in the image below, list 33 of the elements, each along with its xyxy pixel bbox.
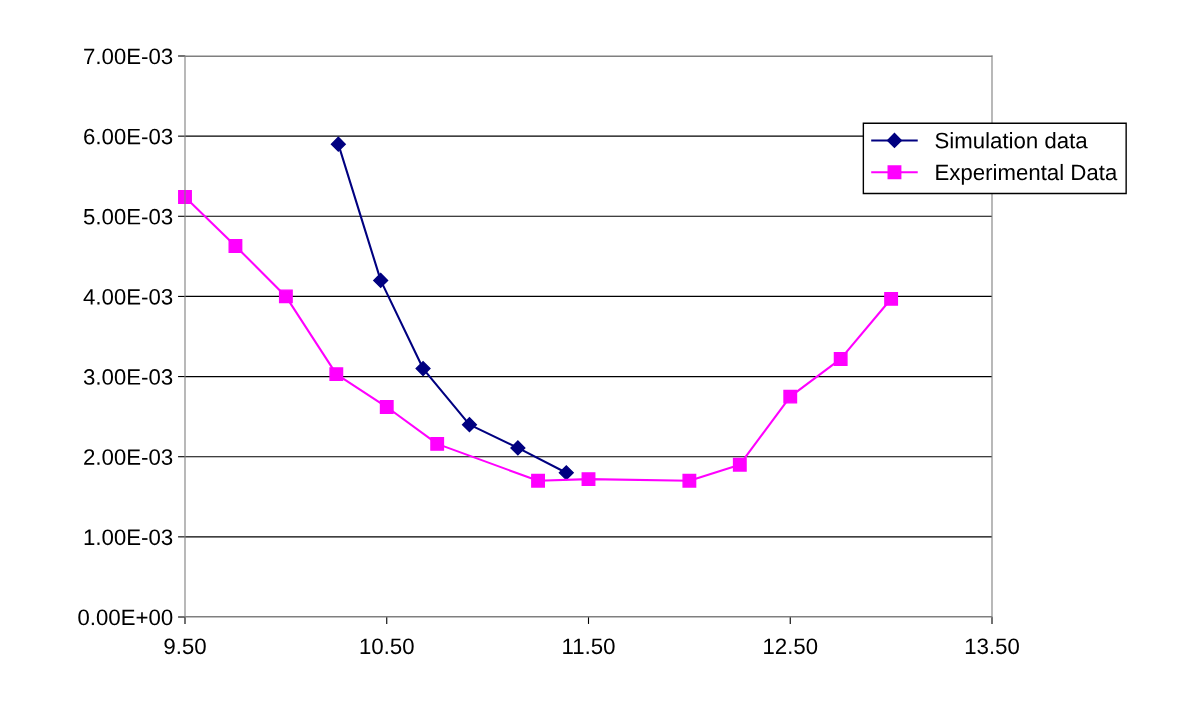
y-tick-label: 7.00E-03 — [84, 48, 173, 65]
y-tick-label: 3.00E-03 — [83, 369, 173, 385]
point — [581, 472, 596, 487]
point — [783, 389, 798, 404]
point — [833, 351, 848, 366]
point — [531, 473, 546, 488]
point — [682, 473, 697, 488]
x-tick-label: 10.50 — [360, 638, 414, 655]
point — [430, 436, 445, 451]
point — [732, 457, 747, 472]
point — [228, 238, 243, 253]
point — [330, 136, 346, 152]
y-tick-label: 0.00E+00 — [78, 609, 173, 626]
point — [278, 289, 293, 304]
point — [373, 272, 389, 288]
point — [884, 291, 899, 306]
y-tick-label: 1.00E-03 — [84, 529, 173, 546]
y-tick-label: 4.00E-03 — [83, 288, 173, 305]
point — [329, 367, 344, 382]
y-tick-label: 2.00E-03 — [84, 449, 173, 465]
legend-label: Simulation data — [935, 132, 1088, 149]
x-tick-label: 13.50 — [965, 638, 1019, 655]
point — [461, 417, 478, 433]
x-tick-label: 12.50 — [764, 638, 818, 655]
y-tick-label: 6.00E-03 — [84, 128, 173, 145]
legend-label: Experimental Data — [936, 163, 1118, 185]
x-tick-label: 11.50 — [563, 638, 615, 655]
y-tick-label: 5.00E-03 — [83, 208, 173, 225]
x-tick-label: 9.50 — [164, 638, 206, 655]
point — [558, 465, 574, 481]
point — [510, 440, 526, 456]
point — [379, 400, 394, 414]
point — [415, 360, 431, 377]
